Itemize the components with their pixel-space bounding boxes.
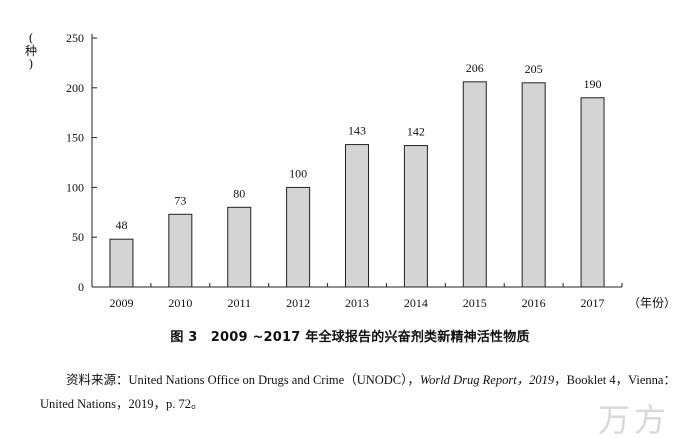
y-tick-label: 100 bbox=[66, 180, 84, 194]
y-tick-label: 0 bbox=[78, 280, 84, 294]
x-tick-label: 2012 bbox=[286, 296, 310, 310]
bar bbox=[403, 145, 428, 288]
data-label: 100 bbox=[289, 166, 307, 180]
data-label: 73 bbox=[174, 193, 186, 207]
bar bbox=[462, 81, 487, 288]
source-suffix: ，Booklet 4，Vienna：United Nations，2019，p.… bbox=[40, 373, 676, 411]
bar bbox=[286, 186, 311, 288]
x-axis-label: （年份） bbox=[628, 296, 676, 310]
bar bbox=[227, 206, 252, 288]
data-label: 143 bbox=[348, 124, 366, 138]
bar bbox=[580, 97, 605, 288]
data-label: 205 bbox=[525, 62, 543, 76]
x-tick-label: 2010 bbox=[168, 296, 192, 310]
y-axis-label: ( 种 ) bbox=[24, 31, 37, 71]
data-label: 142 bbox=[407, 125, 425, 139]
x-tick-label: 2014 bbox=[404, 296, 428, 310]
y-tick-label: 50 bbox=[72, 230, 84, 244]
y-tick-label: 200 bbox=[66, 81, 84, 95]
y-axis-label-text: 种 bbox=[24, 44, 37, 58]
data-label: 48 bbox=[115, 218, 127, 232]
bar bbox=[345, 144, 369, 288]
bar-chart: 0 50 100 150 200 250 48 2009 73 2010 80 2011 100 2012… bbox=[66, 31, 676, 310]
x-tick-label: 2015 bbox=[463, 296, 487, 310]
x-tick-label: 2009 bbox=[109, 296, 133, 310]
x-tick-label: 2013 bbox=[345, 296, 369, 310]
figure-caption: 图 3 2009 ~2017 年全球报告的兴奋剂类新精神活性物质 bbox=[170, 330, 530, 345]
bar bbox=[168, 213, 193, 288]
bar bbox=[109, 238, 134, 288]
x-tick-label: 2017 bbox=[581, 296, 605, 310]
x-tick-label: 2011 bbox=[227, 296, 251, 310]
y-tick-label: 150 bbox=[66, 131, 84, 145]
source-prefix: 资料来源：United Nations Office on Drugs and … bbox=[66, 373, 420, 387]
data-label: 206 bbox=[466, 61, 484, 75]
x-tick-label: 2016 bbox=[522, 296, 546, 310]
source-note: 资料来源：United Nations Office on Drugs and … bbox=[40, 368, 680, 416]
data-label: 190 bbox=[584, 77, 602, 91]
watermark-text: 万方 bbox=[597, 401, 670, 439]
source-report-title: World Drug Report，2019 bbox=[419, 373, 555, 387]
bar bbox=[521, 82, 546, 288]
data-label: 80 bbox=[233, 186, 245, 200]
y-tick-label: 250 bbox=[66, 31, 84, 45]
